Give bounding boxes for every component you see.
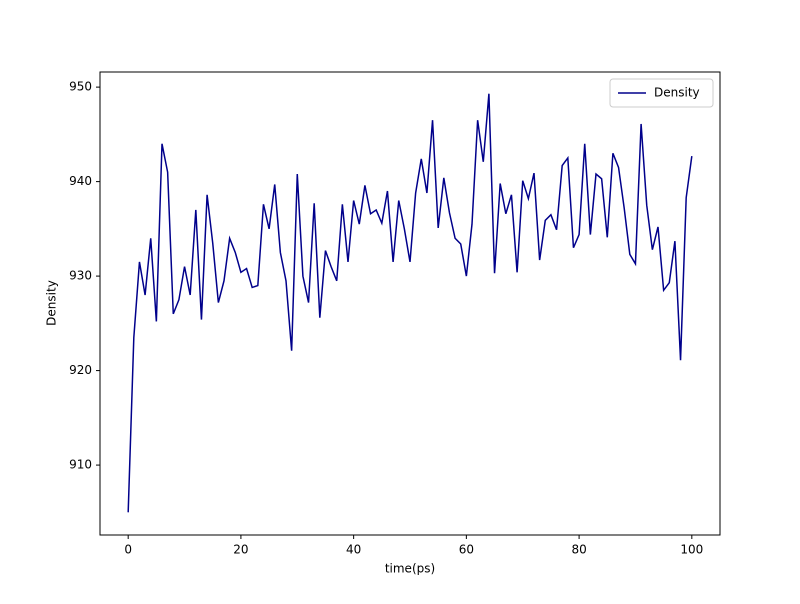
legend-box (609, 78, 714, 108)
y-tick-label: 950 (69, 80, 92, 94)
x-tick-label: 0 (124, 543, 132, 557)
y-axis-label: Density (45, 280, 59, 326)
x-tick-label: 20 (233, 543, 248, 557)
x-axis-label: time(ps) (385, 562, 435, 576)
data-line (127, 93, 693, 513)
x-tick-label: 80 (571, 543, 586, 557)
legend-label: Density (654, 86, 700, 100)
y-tick-label: 920 (69, 363, 92, 377)
x-tick-label: 60 (459, 543, 474, 557)
x-tick-label: 100 (680, 543, 703, 557)
y-tick-label: 930 (69, 269, 92, 283)
plot-frame (99, 71, 721, 536)
y-tick-label: 910 (69, 458, 92, 472)
x-tick-label: 40 (346, 543, 361, 557)
y-tick-label: 940 (69, 174, 92, 188)
